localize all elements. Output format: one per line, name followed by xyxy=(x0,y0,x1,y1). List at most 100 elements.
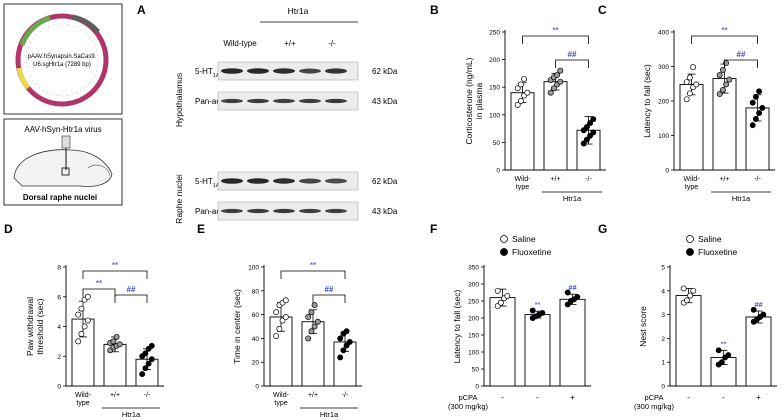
x-tick-label: Wild- xyxy=(273,392,290,399)
y-tick-label: 20 xyxy=(252,360,260,367)
data-point xyxy=(716,72,723,79)
blot-band xyxy=(299,68,321,74)
data-point xyxy=(113,333,120,340)
data-point xyxy=(145,360,152,367)
data-point xyxy=(539,309,546,316)
data-point xyxy=(590,129,597,136)
data-point xyxy=(557,78,564,85)
blot-band xyxy=(273,68,295,74)
plasmid-label-1: pAAV.hSynapsin.SaCas9. xyxy=(28,54,97,60)
y-axis-label: Corticosterone (ng/mL) xyxy=(464,57,474,144)
panel-letter-e: E xyxy=(197,222,205,236)
legend-marker-saline xyxy=(500,235,508,243)
plasmid-inner-ring xyxy=(25,23,99,97)
significance-label: ** xyxy=(721,26,728,35)
data-point xyxy=(311,302,318,309)
data-point xyxy=(276,325,283,332)
significance-label: ## xyxy=(737,50,746,59)
data-point xyxy=(529,307,536,314)
blot-band xyxy=(325,68,347,74)
lane-header-wt: Wild-type xyxy=(223,39,257,48)
y-tick-label: 150 xyxy=(468,333,479,340)
panel-letter-c: C xyxy=(598,3,607,17)
data-point xyxy=(273,309,280,316)
pcpa-mark: - xyxy=(722,393,725,402)
plasmid-ring xyxy=(15,13,109,107)
bracket-hom-vs-ko xyxy=(724,59,758,68)
blot-band xyxy=(299,98,321,104)
y-tick-label: 200 xyxy=(489,57,500,64)
data-point xyxy=(725,352,732,359)
y-tick-label: 50 xyxy=(493,140,501,147)
data-point xyxy=(564,289,571,296)
y-axis-label: Time in center (sec) xyxy=(232,289,242,364)
y-axis-label: Nest score xyxy=(638,306,648,347)
panel-letter-a: A xyxy=(137,3,146,17)
y-tick-label: 350 xyxy=(468,265,479,272)
protein-label-actin-hypo: Pan-actin xyxy=(195,97,229,106)
data-point xyxy=(78,330,85,337)
y-tick-label: 2 xyxy=(57,354,61,361)
data-point xyxy=(305,314,312,320)
y-axis-label: Latency to fall (sec) xyxy=(642,64,652,138)
plasmid-frame xyxy=(3,3,123,115)
blot-group-title: Htr1a xyxy=(288,6,309,16)
plasmid-panel: pAAV.hSynapsin.SaCas9. U6.sgHtr1a (7289 … xyxy=(3,3,123,115)
x-tick-label: +/+ xyxy=(308,392,318,399)
data-point xyxy=(590,116,597,123)
data-point xyxy=(282,314,289,320)
data-point xyxy=(686,74,693,81)
pcpa-dose-label: (300 mg/kg) xyxy=(448,402,489,411)
bar xyxy=(510,92,535,171)
data-point xyxy=(343,328,350,335)
data-point xyxy=(752,93,759,100)
data-point xyxy=(504,292,511,299)
data-point xyxy=(723,81,730,88)
lane-header-wt-hom: +/+ xyxy=(284,39,296,48)
x-tick-label-line2: type xyxy=(516,184,529,191)
pcpa-dose-label: (300 mg/kg) xyxy=(634,402,675,411)
plasmid-segment-green xyxy=(19,15,51,46)
blot-band xyxy=(325,208,347,214)
blot-band xyxy=(221,98,243,104)
data-point xyxy=(587,120,594,127)
x-tick-label: +/+ xyxy=(719,176,729,183)
blot-strips xyxy=(217,61,359,221)
data-point xyxy=(693,81,700,88)
y-tick-label: 300 xyxy=(658,64,669,71)
bracket-hom-vs-ko xyxy=(312,294,346,303)
chart-g: G 0 1 2 3 4 5 Nest score ** ## Saline Fluoxetine pCP… xyxy=(598,222,777,411)
mw-label-43-hypo: 43 kDa xyxy=(372,97,398,106)
y-tick-label: 100 xyxy=(658,133,669,140)
y-tick-label: 300 xyxy=(468,282,479,289)
significance-label: ** xyxy=(535,300,541,309)
bracket-wt-vs-ko xyxy=(691,35,758,44)
data-point xyxy=(716,91,723,98)
data-point xyxy=(337,335,344,342)
data-point xyxy=(142,365,149,372)
data-point xyxy=(683,96,690,103)
y-axis-label: Latency to fall (sec) xyxy=(452,289,462,363)
data-point xyxy=(550,85,557,92)
group-label: Htr1a xyxy=(122,410,141,419)
significance-label: ## xyxy=(754,300,763,309)
legend-label-fluoxetine: Fluoxetine xyxy=(512,247,551,257)
data-point xyxy=(683,79,690,85)
x-tick-label: +/+ xyxy=(110,392,120,399)
target-label: Dorsal raphe nuclei xyxy=(23,193,97,202)
data-point xyxy=(110,338,117,345)
blot-band xyxy=(221,178,243,184)
pcpa-mark: + xyxy=(756,393,761,402)
x-tick-label: -/- xyxy=(144,392,151,399)
data-point xyxy=(749,99,756,106)
data-point xyxy=(718,359,725,366)
group-label: Htr1a xyxy=(563,194,582,203)
x-tick-label-line2: type xyxy=(685,184,698,191)
y-tick-label: 0 xyxy=(475,384,479,391)
x-tick-label: Wild- xyxy=(684,176,701,183)
data-point xyxy=(760,311,767,318)
data-point xyxy=(497,299,504,306)
data-point xyxy=(680,285,687,292)
y-tick-label: 3 xyxy=(661,312,665,319)
y-tick-label: 0 xyxy=(665,168,669,175)
